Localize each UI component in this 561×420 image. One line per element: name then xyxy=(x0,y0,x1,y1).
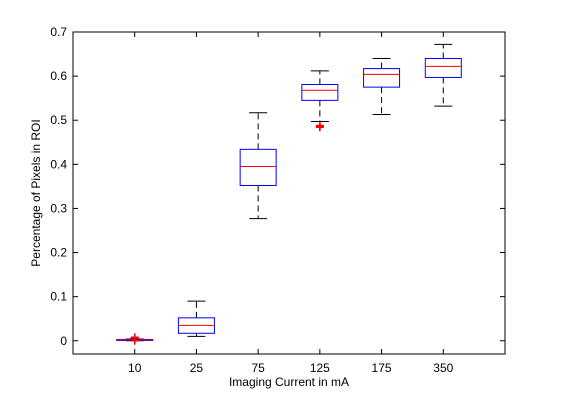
x-tick-label: 25 xyxy=(190,361,204,375)
y-tick-label: 0.3 xyxy=(50,201,67,215)
box-group-175 xyxy=(363,57,401,115)
outlier-marker xyxy=(130,336,139,345)
y-tick-label: 0.4 xyxy=(50,157,67,171)
y-tick-label: 0.7 xyxy=(50,25,67,39)
y-tick-label: 0 xyxy=(60,334,67,348)
box-group-10 xyxy=(116,333,154,345)
box-iqr xyxy=(424,57,462,78)
y-tick-label: 0.2 xyxy=(50,246,67,260)
x-tick-label: 10 xyxy=(128,361,142,375)
y-tick-label: 0.6 xyxy=(50,69,67,83)
outlier-marker xyxy=(315,123,324,132)
y-axis: 0 0.1 0.2 0.3 0.4 0.5 0.6 0.7 xyxy=(50,25,505,348)
box-iqr xyxy=(301,83,339,101)
box-iqr xyxy=(363,68,401,88)
y-tick-label: 0.5 xyxy=(50,113,67,127)
box-group-125 xyxy=(301,70,339,132)
y-tick-label: 0.1 xyxy=(50,290,67,304)
x-tick-label: 175 xyxy=(372,361,392,375)
x-tick-label: 75 xyxy=(251,361,265,375)
x-axis-label: Imaging Current in mA xyxy=(229,375,349,389)
x-axis: 10 25 75 125 175 350 xyxy=(128,32,454,375)
x-tick-label: 125 xyxy=(310,361,330,375)
box-group-350 xyxy=(424,43,462,107)
plot-area xyxy=(72,31,506,355)
box-iqr xyxy=(239,148,277,187)
x-tick-label: 350 xyxy=(433,361,453,375)
box-group-75 xyxy=(239,112,277,220)
y-axis-label: Percentage of Pixels in ROI xyxy=(29,119,43,266)
box-group-25 xyxy=(177,300,215,337)
boxes-layer xyxy=(116,43,462,345)
